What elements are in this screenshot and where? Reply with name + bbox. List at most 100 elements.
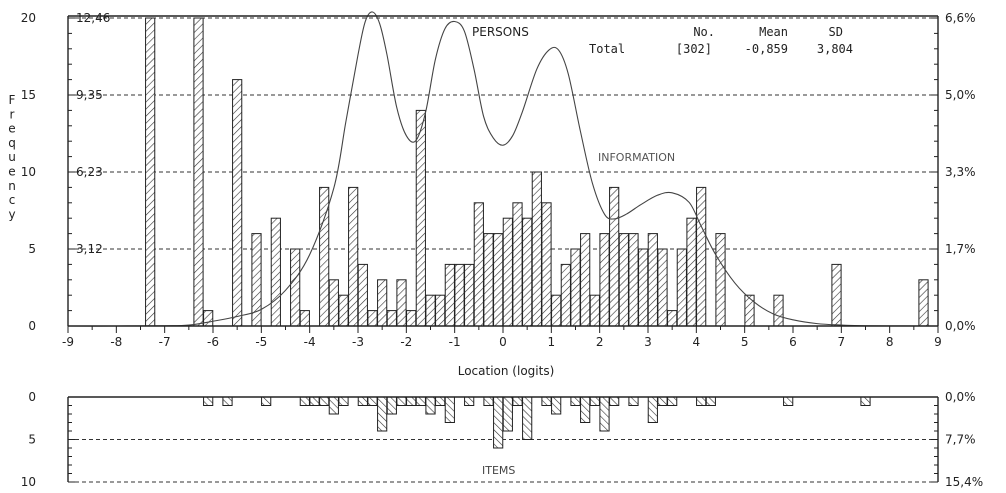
items-bar [319,396,330,406]
items-bar [309,396,320,406]
y-tick-right-label: 1,7% [945,242,976,256]
items-bar [444,396,455,423]
y-axis-label-letter: u [8,150,16,164]
items-bar [609,396,620,406]
stats-count: [302] [676,42,712,56]
items-bar [696,396,707,406]
persons-bar [638,248,649,327]
items-bar [299,396,310,406]
persons-bar [299,310,310,327]
stats-row-label: Total [589,42,625,56]
persons-bar [609,186,620,327]
items-bar [483,396,494,406]
items-bar [589,396,600,406]
y-axis-label-letter: q [8,136,16,150]
items-y-tick-right-label: 15,4% [945,475,983,489]
items-bar [551,396,562,415]
items-bar [522,396,533,440]
items-bar [580,396,591,423]
items-bar [628,396,639,406]
persons-bar [512,202,523,327]
items-bar [705,396,716,406]
persons-bar [493,233,504,327]
persons-bar [686,217,697,327]
x-tick-label: 1 [548,335,556,349]
stats-header-sd: SD [829,25,843,39]
stats-header-no: No. [693,25,715,39]
x-tick-label: 0 [499,335,507,349]
items-bar [396,396,407,406]
x-tick-label: -6 [207,335,219,349]
items-bar [357,396,368,406]
y-axis-label-letter: n [8,179,16,193]
items-bar [203,396,214,406]
persons-bar [203,310,214,327]
y-axis-label-letter: r [10,107,15,121]
x-tick-label: 4 [693,335,701,349]
persons-bar [599,233,610,327]
persons-bar [773,294,784,327]
items-bar [647,396,658,423]
items-bar [222,396,233,406]
persons-bar [406,310,417,327]
persons-bar [473,202,484,327]
persons-bar [618,233,629,327]
x-tick-label: 8 [886,335,894,349]
x-tick-label: 7 [838,335,846,349]
persons-bar [270,217,281,327]
x-tick-label: -3 [352,335,364,349]
persons-bar [386,310,397,327]
persons-bar [551,294,562,327]
x-tick-label: 3 [644,335,652,349]
x-axis-label: Location (logits) [458,364,555,378]
y-tick-count-label: 6,23 [76,165,103,179]
persons-bar [290,248,301,327]
x-tick-label: -1 [449,335,461,349]
items-bar [425,396,436,415]
persons-bar [918,279,929,327]
persons-bar [580,233,591,327]
y-axis-label-letter: F [9,93,16,107]
items-label: ITEMS [482,464,515,477]
items-y-tick-label: 0 [28,390,36,404]
y-tick-count-label: 9,35 [76,88,103,102]
x-tick-label: -7 [159,335,171,349]
items-bar [328,396,339,415]
x-tick-label: -9 [62,335,74,349]
y-tick-label: 15 [21,88,36,102]
y-axis-label-letter: c [9,193,16,207]
items-bar [860,396,871,406]
items-bar [338,396,349,406]
items-axes: 0 5 10 0,0% 7,7% 15,4% [21,390,983,489]
y-tick-right-label: 0,0% [945,319,976,333]
x-tick-label: 9 [934,335,942,349]
persons-bar [522,217,533,327]
persons-bar [338,294,349,327]
persons-bar [232,79,243,327]
x-tick-label: -4 [304,335,316,349]
items-bar [386,396,397,415]
persons-bar [454,263,465,327]
items-y-tick-label: 10 [21,475,36,489]
items-bar [512,396,523,406]
persons-bar [377,279,388,327]
persons-bar [570,248,581,327]
items-bar [435,396,446,406]
items-y-tick-label: 5 [28,433,36,447]
x-tick-label: 2 [596,335,604,349]
y-tick-count-label: 3,12 [76,242,103,256]
persons-bar [464,263,475,327]
items-y-tick-right-label: 0,0% [945,390,976,404]
persons-bar [628,233,639,327]
persons-label: PERSONS [472,25,529,39]
information-curve [67,11,939,327]
items-bar [599,396,610,432]
stats-mean: -0,859 [745,42,788,56]
y-tick-right-label: 6,6% [945,11,976,25]
items-bar [493,396,504,449]
items-bar [464,396,475,406]
y-tick-right-label: 3,3% [945,165,976,179]
x-tick-label: 6 [789,335,797,349]
items-bar [367,396,378,406]
y-axis-label-letter: y [8,207,15,221]
